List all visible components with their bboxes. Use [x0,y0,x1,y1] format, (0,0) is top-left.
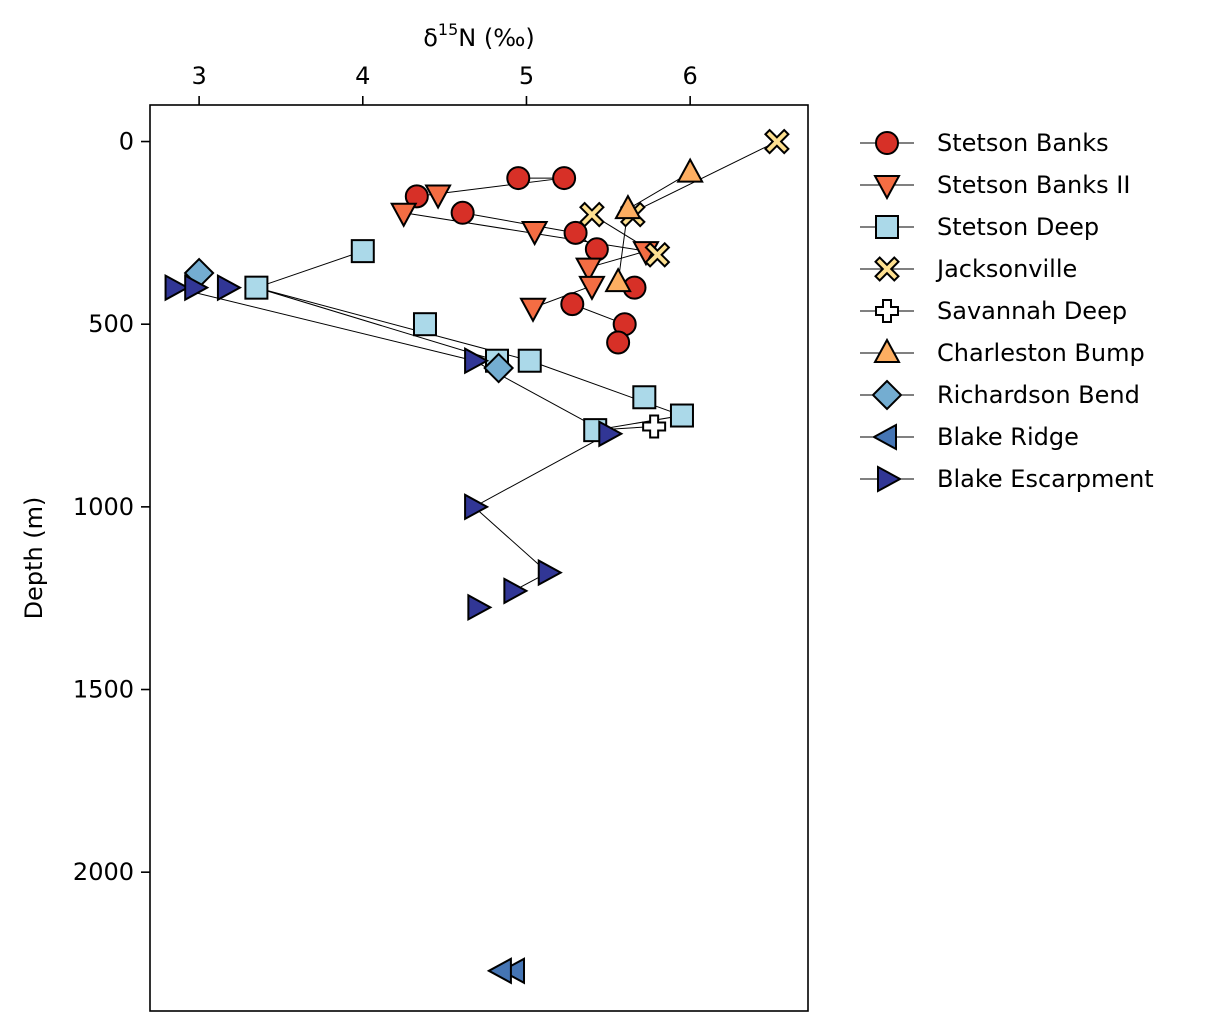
y-axis-ticks: 0 500 1000 1500 2000 [73,128,150,886]
legend-label: Blake Ridge [937,423,1079,451]
legend-label: Stetson Banks II [937,171,1130,199]
jacksonville-point [763,128,790,155]
blake-escarpment-point [464,493,490,521]
savannah-deep-point [642,414,667,439]
blake-escarpment-point [598,420,624,448]
stetson-banks-point [450,200,475,225]
stetson-banks-ii-point [578,275,606,301]
legend-entry-jacksonville: Jacksonville [860,255,1077,283]
stetson-banks-ii-line [403,212,647,252]
legend-marker [871,379,903,411]
charleston-bump-point [614,194,642,220]
x-tick-label: 5 [519,62,534,90]
stetson-banks-point [560,292,585,317]
stetson-deep-point [669,403,694,428]
blake-escarpment-point [184,273,210,302]
charleston-bump-point [604,267,632,293]
stetson-deep-point [244,275,269,300]
blake-escarpment-point [537,558,563,587]
stetson-banks-point [563,220,588,245]
charleston-bump-point [676,157,704,183]
legend-marker [877,465,903,493]
stetson-banks-ii-point [390,202,418,228]
x-tick-label: 3 [191,62,206,90]
y-tick-label: 2000 [73,858,134,886]
legend-label: Richardson Bend [937,381,1140,409]
y-axis-label: Depth (m) [20,497,48,620]
y-tick-label: 1000 [73,493,134,521]
blake-ridge-point [499,957,526,985]
legend-marker [873,175,901,201]
legend-label: Savannah Deep [937,297,1127,325]
x-tick-label: 6 [683,62,698,90]
stetson-banks-point [404,184,429,209]
jacksonville-point [644,241,671,268]
jacksonville-point [579,201,605,228]
blake-escarpment-point [464,347,490,375]
y-tick-label: 500 [88,310,134,338]
legend-label: Charleston Bump [937,339,1145,367]
x-tick-label: 4 [355,62,370,90]
legend-marker [875,299,899,323]
legend-marker [875,131,899,155]
series-markers [164,128,790,985]
legend-label: Stetson Deep [937,213,1099,241]
legend-entry-stetson-deep: Stetson Deep [860,213,1099,241]
blake-escarpment-line [174,287,475,362]
legend-label: Jacksonville [935,255,1077,283]
legend-marker [873,337,901,363]
legend-marker [874,256,900,282]
legend-marker [875,215,899,239]
y-tick-label: 0 [119,128,134,156]
legend-label: Stetson Banks [937,129,1109,157]
stetson-banks-ii-point [519,297,547,323]
blake-escarpment-point [503,577,529,605]
blake-escarpment-line [473,433,609,573]
legend-entry-charleston-bump: Charleston Bump [860,337,1145,367]
x-axis-label: δ15N (‰) [423,20,535,52]
richardson-bend-point [483,352,515,384]
blake-escarpment-point [216,273,243,302]
stetson-banks-ii-point [424,184,452,210]
stetson-deep-line [254,250,498,362]
legend-entry-richardson-bend: Richardson Bend [860,379,1140,411]
legend-entry-stetson-banks-ii: Stetson Banks II [860,171,1130,201]
legend-marker [871,423,897,451]
stetson-banks-ii-point [574,257,603,283]
y-tick-label: 1500 [73,676,134,704]
stetson-deep-point [632,385,657,410]
stetson-banks-point [506,166,531,191]
legend: Stetson Banks Stetson Banks II Stetson Dee… [860,129,1154,493]
blake-ridge-point [486,957,512,985]
legend-label: Blake Escarpment [937,465,1154,493]
x-axis-ticks: 3 4 5 6 [191,62,698,105]
legend-entry-savannah-deep: Savannah Deep [860,297,1127,325]
stetson-deep-point [412,312,437,337]
stetson-deep-point [350,239,375,264]
blake-escarpment-point [164,273,190,302]
stetson-banks-ii-point [520,221,549,247]
plot-frame [149,104,809,1012]
jacksonville-line [627,141,778,216]
stetson-deep-line [256,287,684,431]
legend-entry-blake-ridge: Blake Ridge [860,423,1079,451]
legend-entry-stetson-banks: Stetson Banks [860,129,1109,157]
blake-escarpment-point [467,593,493,622]
stetson-banks-point [606,330,631,355]
legend-entry-blake-escarpment: Blake Escarpment [860,465,1154,493]
stetson-banks-point [552,166,577,191]
stetson-banks-point [584,237,609,262]
stetson-deep-point [517,348,542,373]
